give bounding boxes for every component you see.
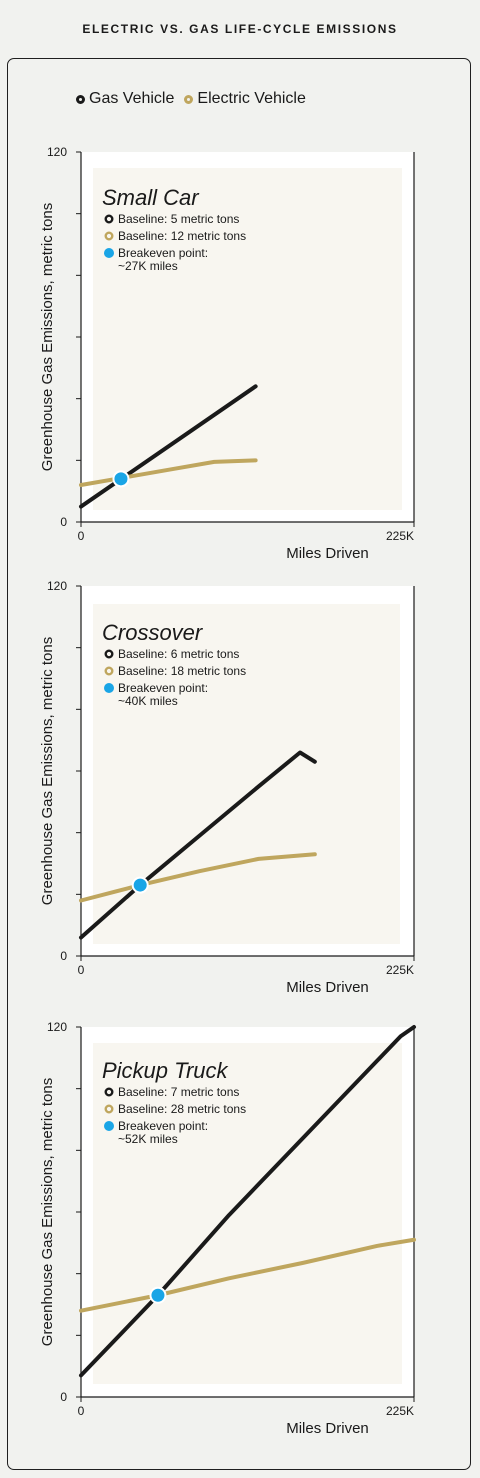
electric-legend-dot-icon <box>184 94 194 104</box>
y-axis-title: Greenhouse Gas Emissions, metric tons <box>39 203 56 471</box>
annotation-text: ~52K miles <box>118 1132 178 1146</box>
electric-marker-icon <box>104 231 114 241</box>
annotation-text: Baseline: 12 metric tons <box>118 229 246 243</box>
breakeven-marker-icon <box>104 683 114 693</box>
legend-label-gas: Gas Vehicle <box>89 90 175 107</box>
electric-marker-icon <box>104 666 114 676</box>
y-axis-title: Greenhouse Gas Emissions, metric tons <box>39 637 56 905</box>
x-axis-title: Miles Driven <box>286 1420 369 1437</box>
x-tick-label-max: 225K <box>386 963 414 977</box>
annotation-text: Baseline: 18 metric tons <box>118 664 246 678</box>
gas-marker-icon <box>104 214 114 224</box>
chart-panel-1: 0 120 0 225K Miles Driven Greenhouse Gas Emis… <box>39 579 415 996</box>
annotation-text: Baseline: 6 metric tons <box>118 647 239 661</box>
panel-title: Crossover <box>102 620 204 645</box>
legend: Gas Vehicle Electric Vehicle <box>76 88 316 110</box>
panel-title: Pickup Truck <box>102 1058 229 1083</box>
annotation-text: Baseline: 7 metric tons <box>118 1085 239 1099</box>
x-tick-label-max: 225K <box>386 1404 414 1418</box>
legend-item-gas: Gas Vehicle <box>76 90 174 108</box>
y-tick-label-max: 120 <box>47 145 67 159</box>
series-line-electric <box>79 458 258 487</box>
y-tick-label-min: 0 <box>60 515 67 529</box>
annotation-text: Baseline: 5 metric tons <box>118 212 239 226</box>
y-tick-label-max: 120 <box>47 1020 67 1034</box>
annotation-text: Breakeven point: <box>118 1119 208 1133</box>
x-axis-title: Miles Driven <box>286 979 369 996</box>
series-line-gas <box>79 750 317 940</box>
legend-item-electric: Electric Vehicle <box>184 90 306 108</box>
x-axis-title: Miles Driven <box>286 545 369 562</box>
chart-panel-2: 0 120 0 225K Miles Driven Greenhouse Gas Emis… <box>39 1020 416 1437</box>
breakeven-point <box>149 1286 167 1304</box>
breakeven-marker-icon <box>104 248 114 258</box>
annotation-panel-bg <box>93 168 402 510</box>
electric-marker-icon <box>104 1104 114 1114</box>
series-line-electric <box>79 852 317 903</box>
y-tick-label-max: 120 <box>47 579 67 593</box>
series-line-gas <box>79 384 258 509</box>
gas-marker-icon <box>104 1087 114 1097</box>
x-tick-label-max: 225K <box>386 529 414 543</box>
gas-legend-dot-icon <box>76 94 85 104</box>
breakeven-marker-icon <box>104 1121 114 1131</box>
annotation-text: Baseline: 28 metric tons <box>118 1102 246 1116</box>
panel-title: Small Car <box>102 185 200 210</box>
gas-marker-icon <box>104 649 114 659</box>
y-tick-label-min: 0 <box>60 1390 67 1404</box>
chart-panel-0: 0 120 0 225K Miles Driven Greenhouse Gas Emis… <box>39 145 415 562</box>
series-line-electric <box>79 1237 416 1313</box>
legend-label-electric: Electric Vehicle <box>197 90 306 107</box>
annotation-text: ~40K miles <box>118 694 178 708</box>
y-tick-label-min: 0 <box>60 949 67 963</box>
annotation-text: ~27K miles <box>118 259 178 273</box>
annotation-panel-bg <box>93 1043 402 1384</box>
y-axis-title: Greenhouse Gas Emissions, metric tons <box>39 1078 56 1346</box>
breakeven-point <box>131 876 149 894</box>
annotation-text: Breakeven point: <box>118 681 208 695</box>
x-tick-label-min: 0 <box>78 1404 85 1418</box>
annotation-text: Breakeven point: <box>118 246 208 260</box>
breakeven-point <box>112 470 130 488</box>
header-title: ELECTRIC VS. GAS LIFE-CYCLE EMISSIONS <box>82 22 398 36</box>
x-tick-label-min: 0 <box>78 529 85 543</box>
x-tick-label-min: 0 <box>78 963 85 977</box>
